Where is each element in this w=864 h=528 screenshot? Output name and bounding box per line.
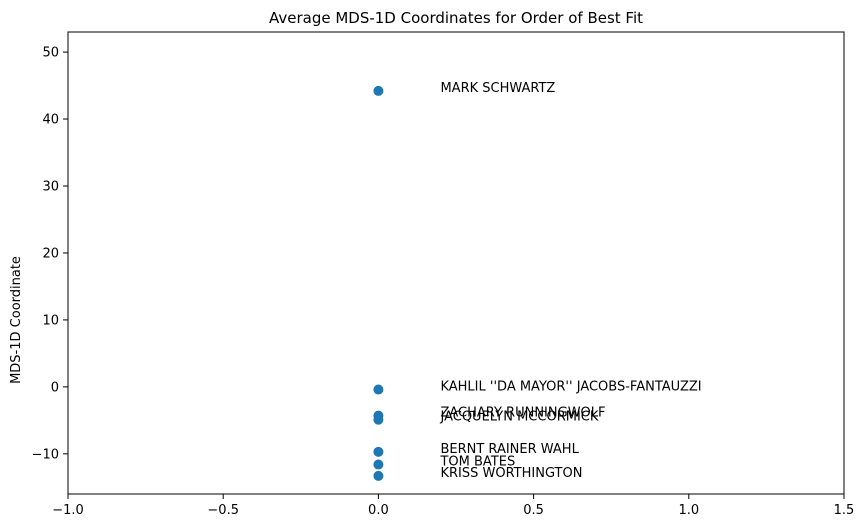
point-label: ZACHARY RUNNINGWOLF	[440, 406, 605, 421]
point-label: JACQUELYN MCCORMICK	[439, 410, 598, 425]
point-labels: MARK SCHWARTZ KAHLIL ''DA MAYOR'' JACOBS-…	[439, 81, 701, 481]
y-axis-label: MDS-1D Coordinate	[9, 256, 24, 384]
y-tick-label: 50	[42, 46, 59, 61]
y-tick-label: 10	[42, 313, 59, 328]
chart-title: Average MDS-1D Coordinates for Order of …	[269, 9, 643, 27]
x-tick-label: 1.5	[834, 503, 855, 518]
point-label: KAHLIL ''DA MAYOR'' JACOBS-FANTAUZZI	[440, 380, 701, 395]
x-tick-label: 0.0	[368, 503, 389, 518]
y-tick-label: 40	[42, 113, 59, 128]
ticks: −1.0 −0.5 0.0 0.5 1.0 1.5 −10 0 10 20 30 40 50	[32, 46, 855, 518]
data-point	[373, 459, 384, 470]
data-point	[373, 85, 384, 96]
point-label: KRISS WORTHINGTON	[440, 466, 582, 481]
data-point	[373, 470, 384, 481]
plot-frame	[67, 31, 845, 495]
y-tick-label: 0	[51, 380, 59, 395]
data-points	[373, 85, 384, 481]
point-label: MARK SCHWARTZ	[440, 81, 555, 96]
point-label: TOM BATES	[439, 455, 515, 470]
data-point	[373, 414, 384, 425]
axes	[67, 31, 845, 495]
y-tick-label: 30	[42, 180, 59, 195]
y-tick-label: 20	[42, 246, 59, 261]
y-tick-label: −10	[32, 447, 59, 462]
x-tick-label: 1.0	[678, 503, 699, 518]
x-tick-label: −0.5	[207, 503, 239, 518]
point-label: BERNT RAINER WAHL	[440, 442, 579, 457]
data-point	[373, 384, 384, 395]
x-tick-label: −1.0	[52, 503, 84, 518]
x-tick-label: 0.5	[523, 503, 544, 518]
data-point	[373, 446, 384, 457]
